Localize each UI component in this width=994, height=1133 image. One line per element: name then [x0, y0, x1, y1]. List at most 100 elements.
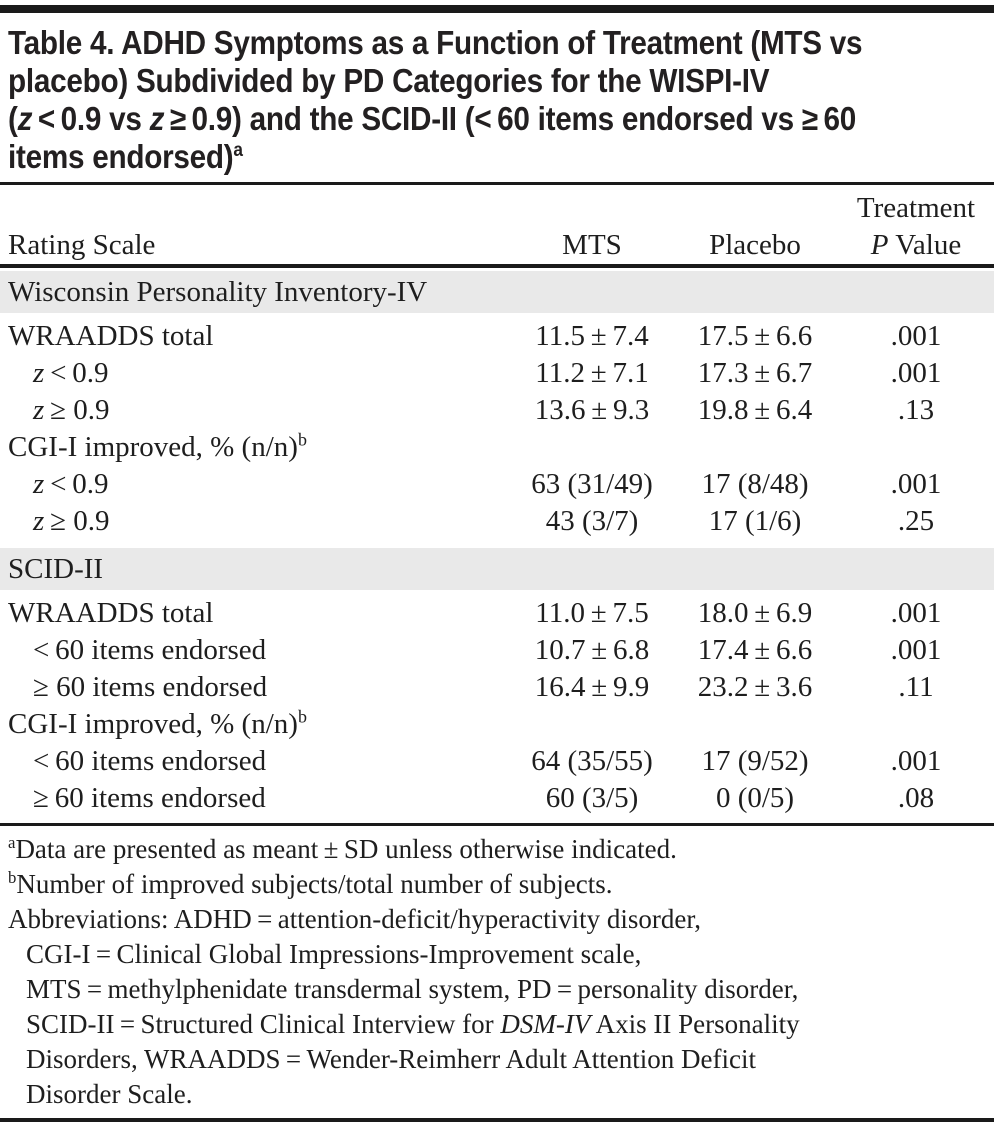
- placebo-value: 0 (0/5): [715, 782, 795, 814]
- text-segment: SCID-II = Structured Clinical Interview …: [26, 1009, 501, 1039]
- text-segment: Disorders, WRAADDS = Wender-Reimherr Adu…: [26, 1044, 756, 1074]
- p-value: .001: [890, 357, 942, 389]
- top-rule-bar: [0, 5, 994, 13]
- text-segment: Value: [888, 229, 962, 261]
- text-segment: MTS = methylphenidate transdermal system…: [26, 974, 799, 1004]
- title-line: Table 4. ADHD Symptoms as a Function of …: [8, 24, 994, 62]
- mts-value: [512, 706, 672, 743]
- placebo-value: 19.8 ± 6.4: [697, 394, 813, 426]
- text-segment: Wisconsin Personality Inventory-IV: [8, 276, 428, 308]
- superscript-marker: a: [8, 833, 16, 852]
- mts-value: 43 (3/7): [545, 505, 639, 537]
- text-segment: (: [8, 100, 18, 137]
- row-label: CGI-I improved, % (n/n)b: [0, 706, 512, 743]
- row-label: z ≥ 0.9: [0, 392, 512, 429]
- row-label: < 60 items endorsed: [0, 632, 512, 669]
- mts-value: 13.6 ± 9.3: [534, 394, 650, 426]
- text-segment: < 60 items endorsed: [33, 634, 267, 666]
- p-value: [838, 429, 994, 466]
- text-segment: z: [33, 357, 45, 389]
- placebo-value: 17 (8/48): [701, 468, 809, 500]
- mts-value: 11.2 ± 7.1: [535, 357, 649, 389]
- text-segment: P: [870, 229, 889, 261]
- row-label: z ≥ 0.9: [0, 503, 512, 540]
- text-segment: ≥ 0.9: [44, 394, 110, 426]
- text-segment: z: [149, 100, 165, 137]
- footnote-line: Abbreviations: ADHD = attention-deficit/…: [8, 902, 986, 937]
- mts-value: 11.0 ± 7.5: [535, 597, 649, 629]
- mts-value: 11.5 ± 7.4: [535, 320, 649, 352]
- mts-value: 16.4 ± 9.9: [534, 671, 650, 703]
- placebo-value: 17.5 ± 6.6: [697, 320, 813, 352]
- column-header-p-value: P Value: [838, 227, 994, 264]
- text-segment: placebo) Subdivided by PD Categories for…: [8, 62, 770, 99]
- text-segment: z: [33, 468, 45, 500]
- table-header: Treatment Rating Scale MTS Placebo P Val…: [0, 185, 994, 264]
- placebo-value: 17.3 ± 6.7: [697, 357, 813, 389]
- text-segment: z: [33, 505, 45, 537]
- p-value: .001: [890, 320, 942, 352]
- text-segment: Data are presented as meant ± SD unless …: [15, 834, 677, 864]
- row-label: z < 0.9: [0, 466, 512, 503]
- header-divider-rule: [0, 264, 994, 268]
- p-value: .08: [897, 782, 935, 814]
- footnotes: aData are presented as meant ± SD unless…: [0, 826, 994, 1114]
- text-segment: < 0.9: [44, 357, 109, 389]
- text-segment: < 60 items endorsed: [33, 745, 267, 777]
- p-value: .001: [890, 745, 942, 777]
- superscript-marker: b: [8, 868, 17, 887]
- p-value: .001: [890, 634, 942, 666]
- text-segment: WRAADDS total: [8, 320, 214, 352]
- row-label: WRAADDS total: [0, 595, 512, 632]
- text-segment: DSM-IV: [500, 1009, 591, 1039]
- table-title: Table 4. ADHD Symptoms as a Function of …: [8, 24, 994, 176]
- text-segment: ≥ 60 items endorsed: [33, 671, 268, 703]
- placebo-value: 23.2 ± 3.6: [697, 671, 813, 703]
- text-segment: Disorder Scale.: [26, 1079, 193, 1109]
- superscript-marker: b: [297, 706, 307, 727]
- mts-value: [512, 429, 672, 466]
- column-header-placebo: Placebo: [709, 229, 801, 261]
- text-segment: Axis II Personality: [590, 1009, 800, 1039]
- footnote-line: MTS = methylphenidate transdermal system…: [8, 972, 986, 1007]
- text-segment: < 0.9: [44, 468, 109, 500]
- table-body: Wisconsin Personality Inventory-IV WRAADD…: [0, 268, 994, 817]
- title-divider-rule: [0, 182, 994, 185]
- placebo-value: 18.0 ± 6.9: [697, 597, 813, 629]
- placebo-value: 17 (9/52): [701, 745, 809, 777]
- text-segment: CGI-I = Clinical Global Impressions-Impr…: [26, 939, 642, 969]
- title-line: placebo) Subdivided by PD Categories for…: [8, 62, 994, 100]
- placebo-value: 17 (1/6): [708, 505, 802, 537]
- column-header-rating-scale: Rating Scale: [8, 229, 156, 261]
- row-label: z < 0.9: [0, 355, 512, 392]
- p-value: .001: [890, 597, 942, 629]
- text-segment: WRAADDS total: [8, 597, 214, 629]
- footnote-line: bNumber of improved subjects/total numbe…: [8, 867, 986, 902]
- superscript-marker: b: [297, 429, 307, 450]
- footnote-line: aData are presented as meant ± SD unless…: [8, 832, 986, 867]
- placebo-value: 17.4 ± 6.6: [697, 634, 813, 666]
- row-label: WRAADDS total: [0, 318, 512, 355]
- footnote-divider-rule: [0, 823, 994, 826]
- mts-value: 63 (31/49): [531, 468, 653, 500]
- row-label: ≥ 60 items endorsed: [0, 669, 512, 706]
- p-value: [838, 706, 994, 743]
- text-segment: ≥ 60 items endorsed: [33, 782, 266, 814]
- text-segment: CGI-I improved, % (n/n): [8, 708, 298, 740]
- mts-value: 60 (3/5): [545, 782, 639, 814]
- text-segment: Abbreviations: ADHD = attention-deficit/…: [8, 904, 702, 934]
- title-line: items endorsed)a: [8, 138, 994, 176]
- placebo-value: [672, 429, 838, 466]
- section-header-row: Wisconsin Personality Inventory-IV: [0, 271, 994, 313]
- title-line: (z < 0.9 vs z ≥ 0.9) and the SCID-II (< …: [8, 100, 994, 138]
- column-header-treatment: Treatment: [856, 192, 976, 224]
- row-label: ≥ 60 items endorsed: [0, 780, 512, 817]
- text-segment: items endorsed): [8, 138, 234, 175]
- text-segment: ≥ 0.9: [44, 505, 110, 537]
- mts-value: 64 (35/55): [531, 745, 653, 777]
- text-segment: z: [33, 394, 45, 426]
- section-header-row: SCID-II: [0, 548, 994, 590]
- column-header-mts: MTS: [562, 229, 622, 261]
- text-segment: SCID-II: [8, 553, 104, 585]
- p-value: .001: [890, 468, 942, 500]
